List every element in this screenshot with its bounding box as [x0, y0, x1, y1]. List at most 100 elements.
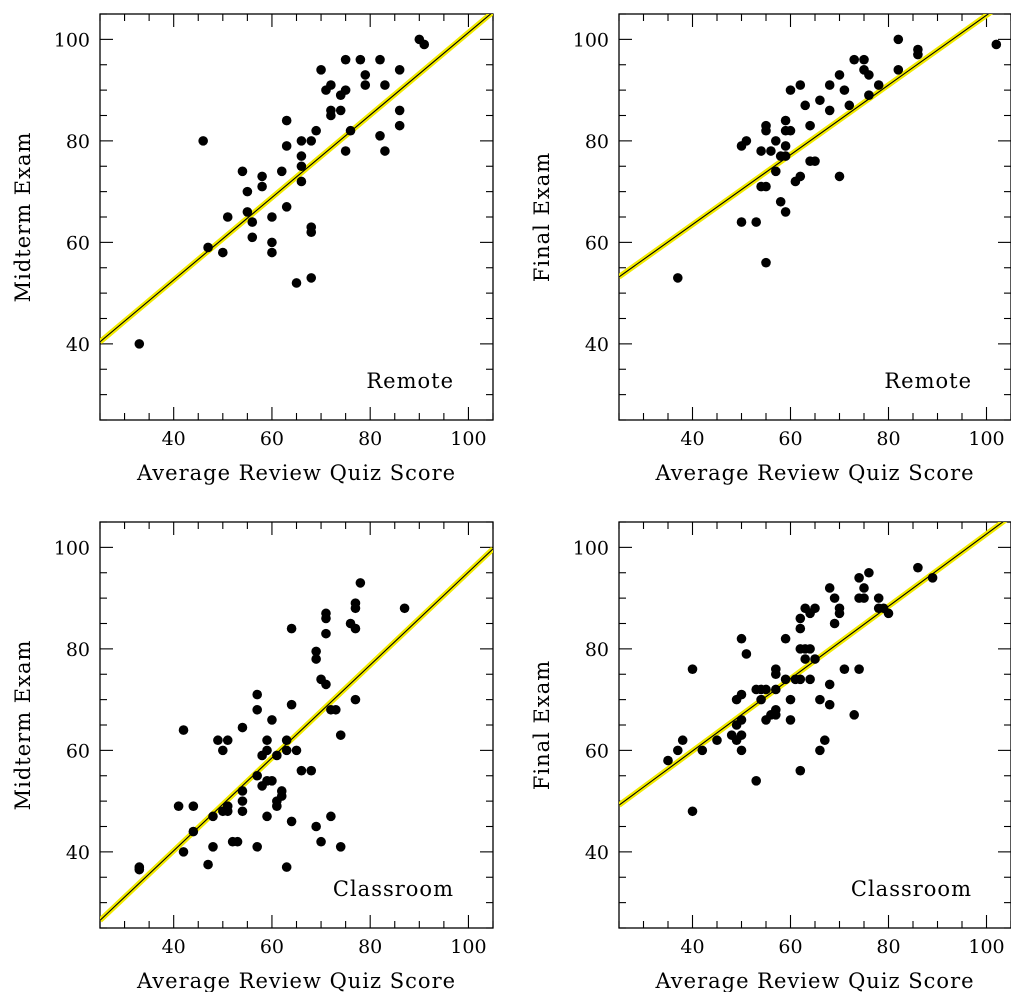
y-axis-label: Midterm Exam [11, 640, 35, 811]
data-point [913, 44, 923, 55]
x-axis-label: Average Review Quiz Score [136, 461, 456, 485]
x-tick-label: 40 [680, 936, 704, 958]
data-point [854, 664, 864, 674]
data-point [771, 136, 781, 146]
data-point [810, 603, 820, 614]
data-point [267, 212, 277, 222]
data-point [780, 633, 791, 644]
data-point [805, 674, 815, 685]
data-point [756, 146, 766, 156]
data-point [761, 257, 771, 268]
data-point [824, 699, 835, 710]
data-point [893, 65, 904, 75]
x-axis-label: Average Review Quiz Score [654, 461, 974, 485]
data-point [326, 80, 336, 90]
y-tick-label: 60 [66, 232, 90, 254]
data-point [291, 278, 302, 288]
x-tick-label: 80 [876, 428, 900, 450]
data-point [859, 593, 869, 603]
panel-3: 40 60 80 100 40 60 80 100 Average Review Quiz Sc… [11, 521, 494, 992]
data-point [687, 806, 698, 817]
data-point [340, 85, 351, 95]
data-point [286, 623, 297, 634]
data-point [824, 80, 835, 90]
y-tick-label: 80 [585, 131, 609, 153]
data-point [673, 745, 683, 756]
data-point [780, 207, 791, 217]
data-point [296, 136, 307, 146]
x-tick-label: 80 [876, 936, 900, 958]
data-point [785, 85, 796, 95]
scatter-points [673, 34, 1002, 283]
ticks [618, 13, 1011, 421]
data-point [800, 654, 810, 664]
data-point [394, 120, 405, 131]
data-point [834, 70, 845, 80]
data-point [380, 146, 390, 156]
data-point [252, 770, 262, 781]
data-point [350, 603, 361, 614]
y-tick-label: 40 [585, 842, 609, 864]
data-point [218, 247, 228, 258]
data-point [805, 120, 815, 131]
y-axis-label: Final Exam [530, 152, 554, 282]
data-point [736, 745, 747, 756]
data-point [281, 141, 292, 151]
x-tick-label: 80 [358, 428, 382, 450]
data-point [281, 202, 292, 212]
data-point [795, 623, 806, 634]
data-point [795, 674, 806, 685]
data-point [281, 115, 292, 126]
data-point [712, 735, 722, 746]
data-point [208, 811, 218, 822]
data-point [839, 664, 850, 674]
data-point [262, 745, 272, 756]
data-point [883, 608, 894, 619]
x-tick-label: 80 [358, 936, 382, 958]
y-tick-label: 100 [573, 537, 609, 559]
data-point [854, 573, 864, 583]
data-point [237, 786, 248, 796]
panel-1: 40 60 80 100 40 60 80 100 Average Review Quiz Sc… [11, 13, 494, 485]
data-point [178, 847, 189, 857]
data-point [766, 146, 776, 156]
data-point [780, 141, 791, 151]
data-point [771, 166, 781, 177]
data-point [785, 715, 796, 725]
data-point [311, 125, 321, 136]
x-tick-label: 40 [680, 428, 704, 450]
x-tick-label: 100 [968, 936, 1004, 958]
data-point [257, 181, 267, 192]
data-point [281, 735, 292, 746]
data-point [859, 54, 869, 65]
y-tick-label: 80 [585, 639, 609, 661]
fit-line [100, 546, 493, 923]
data-point [222, 735, 233, 746]
data-point [252, 689, 262, 700]
scatter-points [663, 562, 938, 817]
data-point [296, 161, 307, 172]
y-axis-label: Midterm Exam [11, 132, 35, 303]
plot-frame [99, 13, 494, 421]
data-point [188, 801, 199, 811]
data-point [276, 166, 287, 177]
data-point [335, 730, 346, 740]
data-point [756, 694, 766, 705]
data-point [419, 39, 430, 50]
data-point [321, 679, 331, 690]
y-axis-label: Final Exam [530, 660, 554, 790]
data-point [326, 811, 336, 822]
data-point [751, 217, 761, 227]
data-point [795, 80, 806, 90]
data-point [800, 100, 810, 111]
y-tick-label: 60 [585, 232, 609, 254]
data-point [815, 95, 825, 106]
data-point [178, 725, 189, 735]
data-point [736, 715, 747, 725]
data-point [795, 765, 806, 776]
data-point [697, 745, 708, 756]
data-point [824, 105, 835, 116]
data-point [864, 70, 874, 80]
data-point [927, 573, 938, 583]
